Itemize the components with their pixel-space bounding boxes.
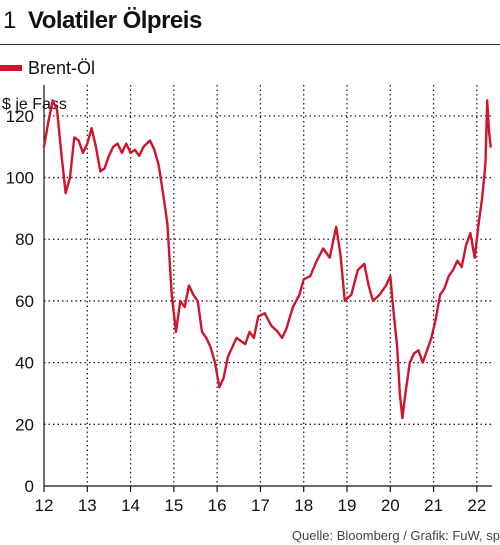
x-tick-label: 12 bbox=[35, 496, 54, 515]
x-tick-label: 13 bbox=[78, 496, 97, 515]
title-divider bbox=[0, 44, 500, 45]
x-tick-label: 19 bbox=[338, 496, 357, 515]
y-tick-label: 20 bbox=[15, 415, 34, 434]
legend: Brent-Öl bbox=[0, 57, 95, 79]
x-tick-label: 15 bbox=[164, 496, 183, 515]
y-tick-label: 60 bbox=[15, 292, 34, 311]
x-tick-label: 18 bbox=[294, 496, 313, 515]
grid bbox=[44, 85, 492, 486]
y-tick-label: 80 bbox=[15, 230, 34, 249]
x-tick-label: 17 bbox=[251, 496, 270, 515]
x-tick-label: 14 bbox=[121, 496, 140, 515]
y-tick-label: 0 bbox=[25, 477, 34, 496]
source-note: Quelle: Bloomberg / Grafik: FuW, sp bbox=[291, 528, 500, 543]
tick-labels: 0 20 40 60 80 100 120 12 13 14 15 16 17 18 19 20 21 22 bbox=[6, 107, 487, 515]
axes bbox=[43, 85, 492, 492]
y-tick-label: 40 bbox=[15, 354, 34, 373]
legend-swatch bbox=[0, 65, 22, 71]
chart-header: 1 Volatiler Ölpreis bbox=[0, 0, 500, 46]
y-tick-label: 120 bbox=[6, 107, 34, 126]
x-tick-label: 21 bbox=[424, 496, 443, 515]
figure-number: 1 bbox=[3, 7, 17, 34]
chart-title: Volatiler Ölpreis bbox=[28, 7, 202, 34]
x-tick-label: 22 bbox=[467, 496, 486, 515]
x-tick-label: 16 bbox=[208, 496, 227, 515]
x-tick-label: 20 bbox=[381, 496, 400, 515]
series-line-brent bbox=[42, 99, 492, 420]
y-tick-label: 100 bbox=[6, 169, 34, 188]
legend-label: Brent-Öl bbox=[28, 57, 96, 78]
